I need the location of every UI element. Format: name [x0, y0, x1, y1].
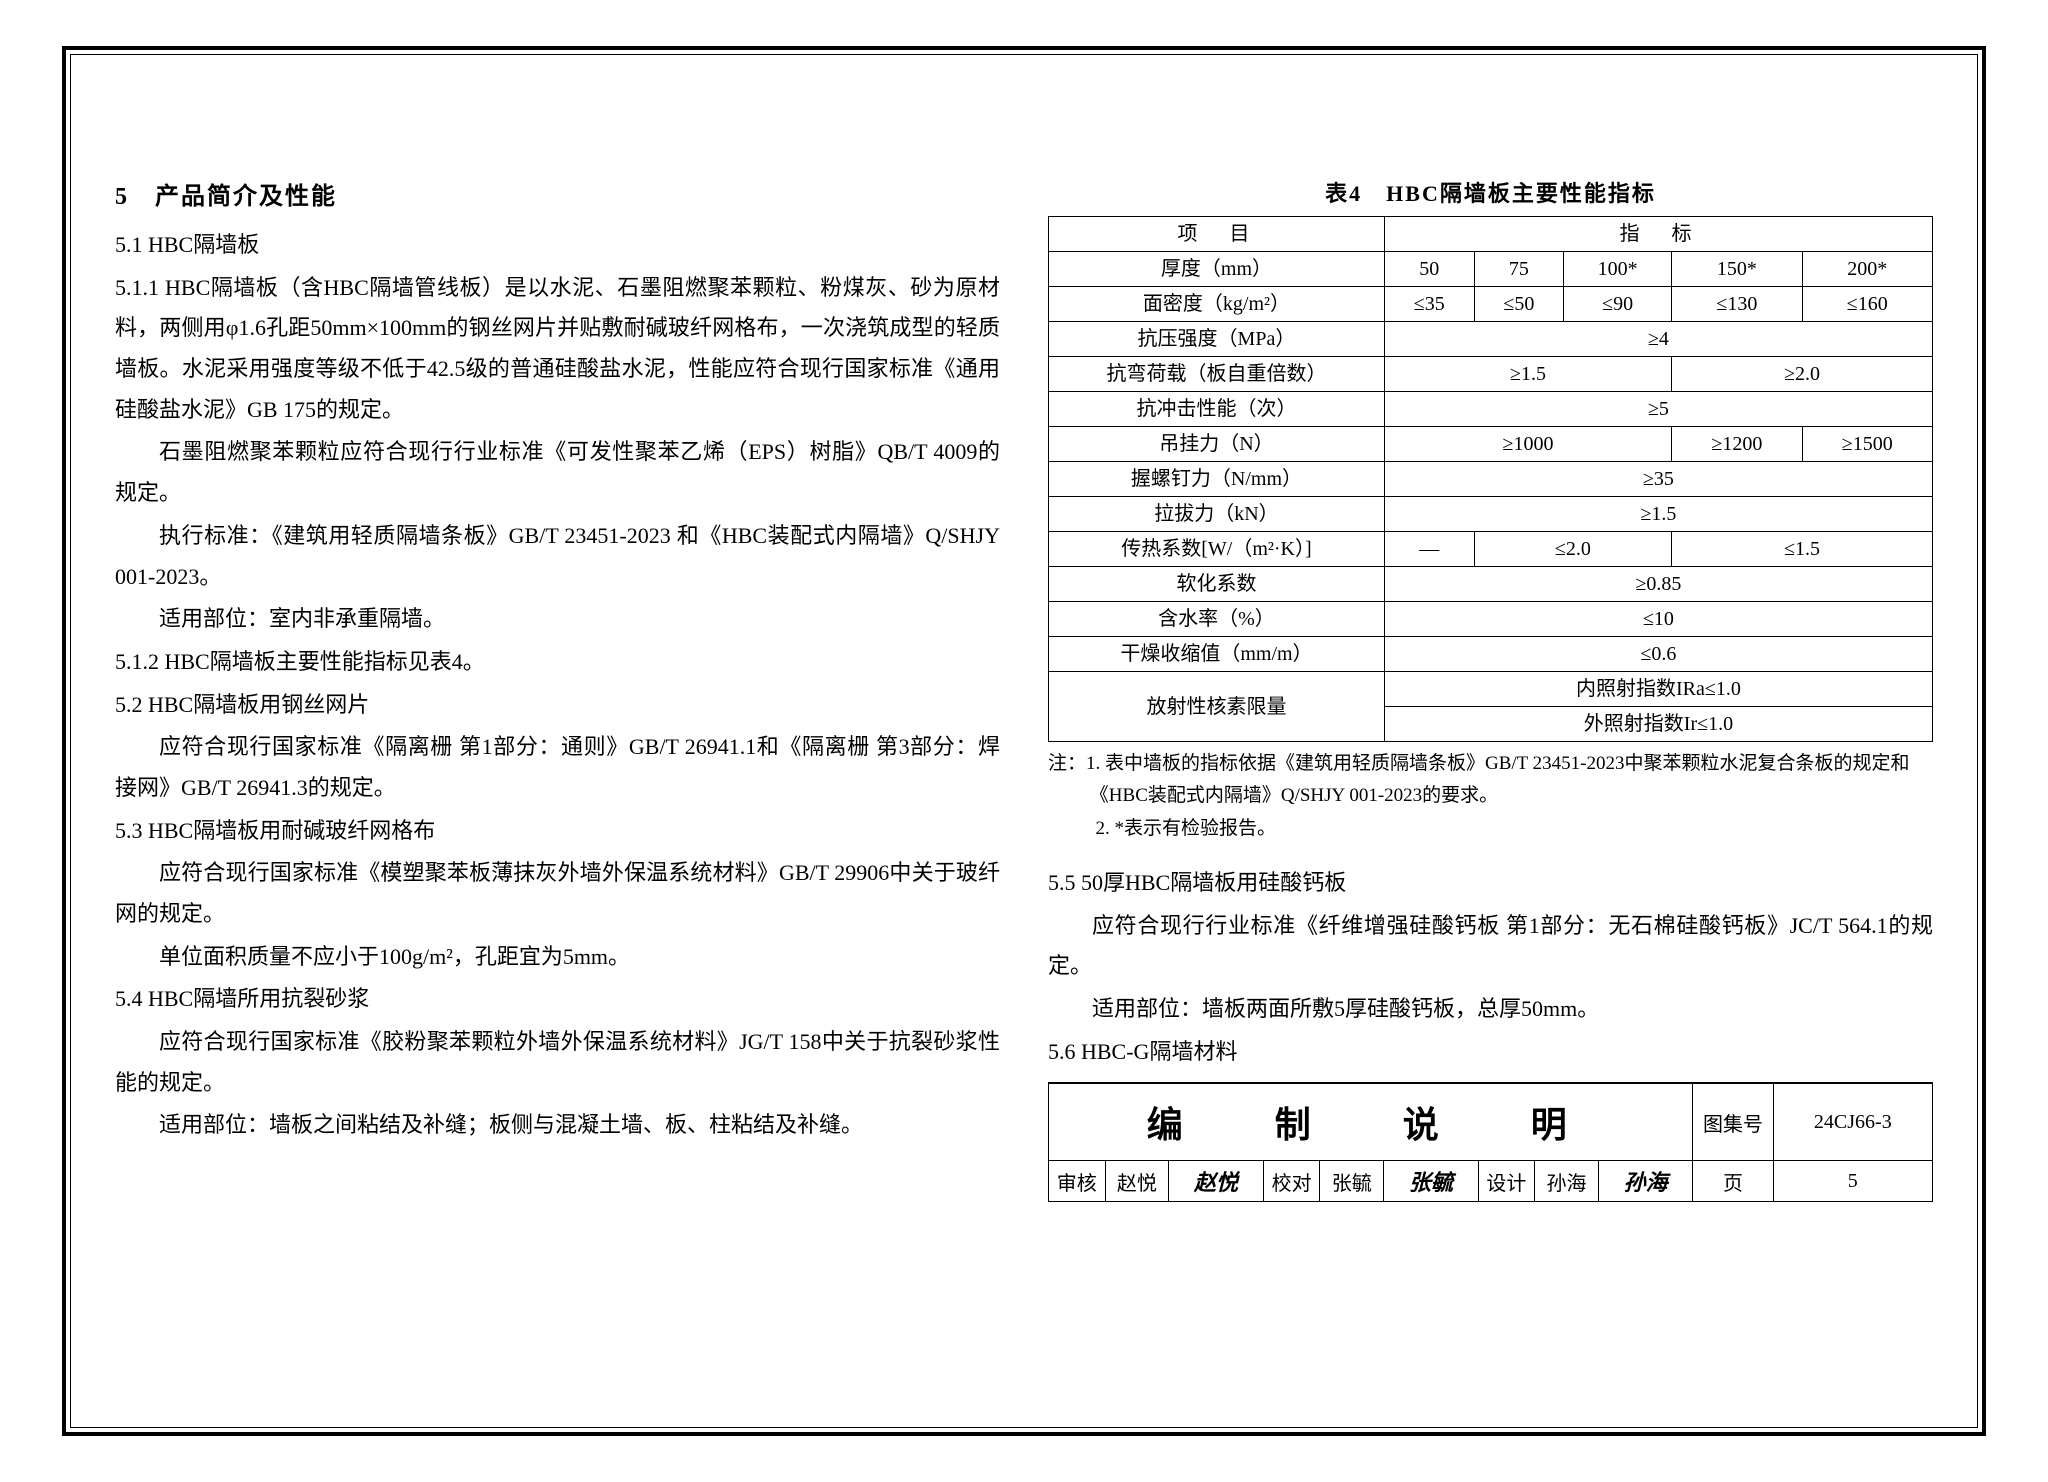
right-column: 表4 HBC隔墙板主要性能指标 项 目 指 标 厚度（mm） 50 75 100…	[1048, 176, 1933, 1356]
cell: ≤35	[1384, 287, 1474, 322]
row-label: 放射性核素限量	[1049, 672, 1385, 742]
cell: ≥2.0	[1672, 357, 1933, 392]
row-label: 软化系数	[1049, 567, 1385, 602]
cell: ≥4	[1384, 322, 1932, 357]
table-row: 放射性核素限量 内照射指数IRa≤1.0	[1049, 672, 1933, 707]
para-5-1-2: 5.1.2 HBC隔墙板主要性能指标见表4。	[115, 642, 1000, 683]
cell: ≤90	[1564, 287, 1672, 322]
cell: ≥0.85	[1384, 567, 1932, 602]
row-label: 抗弯荷载（板自重倍数）	[1049, 357, 1385, 392]
spec-table: 项 目 指 标 厚度（mm） 50 75 100* 150* 200* 面密度（…	[1048, 216, 1933, 742]
para-5-4b: 适用部位：墙板之间粘结及补缝；板侧与混凝土墙、板、柱粘结及补缝。	[115, 1105, 1000, 1146]
table-row: 抗压强度（MPa） ≥4	[1049, 322, 1933, 357]
heading-5-1: 5.1 HBC隔墙板	[115, 225, 1000, 266]
para-5-1-1d: 适用部位：室内非承重隔墙。	[115, 599, 1000, 640]
cell: ≥1.5	[1384, 497, 1932, 532]
table-row: 面密度（kg/m²） ≤35 ≤50 ≤90 ≤130 ≤160	[1049, 287, 1933, 322]
para-5-5b: 适用部位：墙板两面所敷5厚硅酸钙板，总厚50mm。	[1048, 989, 1933, 1030]
table-note-2: 2. *表示有检验报告。	[1048, 813, 1933, 845]
cell: ≥35	[1384, 462, 1932, 497]
cell: —	[1384, 532, 1474, 567]
cell: ≥5	[1384, 392, 1932, 427]
cell: ≤130	[1672, 287, 1802, 322]
cell: ≤0.6	[1384, 637, 1932, 672]
table-note-1: 注：1. 表中墙板的指标依据《建筑用轻质隔墙条板》GB/T 23451-2023…	[1048, 748, 1933, 813]
head-spec: 指 标	[1384, 217, 1932, 252]
content-area: 5 产品简介及性能 5.1 HBC隔墙板 5.1.1 HBC隔墙板（含HBC隔墙…	[115, 176, 1933, 1356]
para-5-1-1: 5.1.1 HBC隔墙板（含HBC隔墙管线板）是以水泥、石墨阻燃聚苯颗粒、粉煤灰…	[115, 268, 1000, 431]
para-5-2: 应符合现行国家标准《隔离栅 第1部分：通则》GB/T 26941.1和《隔离栅 …	[115, 727, 1000, 808]
row-label: 拉拔力（kN）	[1049, 497, 1385, 532]
row-label: 含水率（%）	[1049, 602, 1385, 637]
row-label: 抗冲击性能（次）	[1049, 392, 1385, 427]
head-item: 项 目	[1049, 217, 1385, 252]
table-row: 含水率（%） ≤10	[1049, 602, 1933, 637]
cell: 内照射指数IRa≤1.0	[1384, 672, 1932, 707]
table-row: 厚度（mm） 50 75 100* 150* 200*	[1049, 252, 1933, 287]
heading-5-3: 5.3 HBC隔墙板用耐碱玻纤网格布	[115, 811, 1000, 852]
para-5-3a: 应符合现行国家标准《模塑聚苯板薄抹灰外墙外保温系统材料》GB/T 29906中关…	[115, 853, 1000, 934]
section-title-text: 产品简介及性能	[155, 184, 337, 210]
row-label: 抗压强度（MPa）	[1049, 322, 1385, 357]
cell: 外照射指数Ir≤1.0	[1384, 707, 1932, 742]
left-column: 5 产品简介及性能 5.1 HBC隔墙板 5.1.1 HBC隔墙板（含HBC隔墙…	[115, 176, 1000, 1356]
cell: ≥1.5	[1384, 357, 1671, 392]
table-row: 传热系数[W/（m²·K）] — ≤2.0 ≤1.5	[1049, 532, 1933, 567]
row-label: 厚度（mm）	[1049, 252, 1385, 287]
cell: 100*	[1564, 252, 1672, 287]
section-number: 5	[115, 184, 129, 210]
para-5-1-1c: 执行标准：《建筑用轻质隔墙条板》GB/T 23451-2023 和《HBC装配式…	[115, 516, 1000, 597]
cell: ≤1.5	[1672, 532, 1933, 567]
section-5-title: 5 产品简介及性能	[115, 176, 1000, 211]
row-label: 干燥收缩值（mm/m）	[1049, 637, 1385, 672]
cell: ≥1000	[1384, 427, 1671, 462]
table-row: 抗弯荷载（板自重倍数） ≥1.5 ≥2.0	[1049, 357, 1933, 392]
table-4-caption: 表4 HBC隔墙板主要性能指标	[1048, 176, 1933, 208]
cell: 75	[1474, 252, 1564, 287]
para-5-3b: 单位面积质量不应小于100g/m²，孔距宜为5mm。	[115, 937, 1000, 978]
para-5-4a: 应符合现行国家标准《胶粉聚苯颗粒外墙外保温系统材料》JG/T 158中关于抗裂砂…	[115, 1022, 1000, 1103]
table-row: 拉拔力（kN） ≥1.5	[1049, 497, 1933, 532]
table-row: 干燥收缩值（mm/m） ≤0.6	[1049, 637, 1933, 672]
title-block: 编 制 说 明 图集号 24CJ66-3 审核 赵悦 赵悦 校对 张毓 张毓 设…	[1048, 1082, 1933, 1202]
cell: ≥1200	[1672, 427, 1802, 462]
para-5-5a: 应符合现行行业标准《纤维增强硅酸钙板 第1部分：无石棉硅酸钙板》JC/T 564…	[1048, 906, 1933, 987]
cell: ≤160	[1802, 287, 1932, 322]
cell: 200*	[1802, 252, 1932, 287]
row-label: 吊挂力（N）	[1049, 427, 1385, 462]
heading-5-2: 5.2 HBC隔墙板用钢丝网片	[115, 685, 1000, 726]
heading-5-6: 5.6 HBC-G隔墙材料	[1048, 1032, 1933, 1073]
table-row: 软化系数 ≥0.85	[1049, 567, 1933, 602]
table-row: 握螺钉力（N/mm） ≥35	[1049, 462, 1933, 497]
para-5-1-1b: 石墨阻燃聚苯颗粒应符合现行行业标准《可发性聚苯乙烯（EPS）树脂》QB/T 40…	[115, 432, 1000, 513]
heading-5-4: 5.4 HBC隔墙所用抗裂砂浆	[115, 979, 1000, 1020]
table-row: 项 目 指 标	[1049, 217, 1933, 252]
row-label: 传热系数[W/（m²·K）]	[1049, 532, 1385, 567]
row-label: 握螺钉力（N/mm）	[1049, 462, 1385, 497]
cell: ≥1500	[1802, 427, 1932, 462]
cell: 150*	[1672, 252, 1802, 287]
cell: ≤2.0	[1474, 532, 1672, 567]
document-page: 5 产品简介及性能 5.1 HBC隔墙板 5.1.1 HBC隔墙板（含HBC隔墙…	[0, 0, 2048, 1482]
table-row: 抗冲击性能（次） ≥5	[1049, 392, 1933, 427]
cell: ≤10	[1384, 602, 1932, 637]
heading-5-5: 5.5 50厚HBC隔墙板用硅酸钙板	[1048, 863, 1933, 904]
row-label: 面密度（kg/m²）	[1049, 287, 1385, 322]
cell: 50	[1384, 252, 1474, 287]
cell: ≤50	[1474, 287, 1564, 322]
table-row: 吊挂力（N） ≥1000 ≥1200 ≥1500	[1049, 427, 1933, 462]
